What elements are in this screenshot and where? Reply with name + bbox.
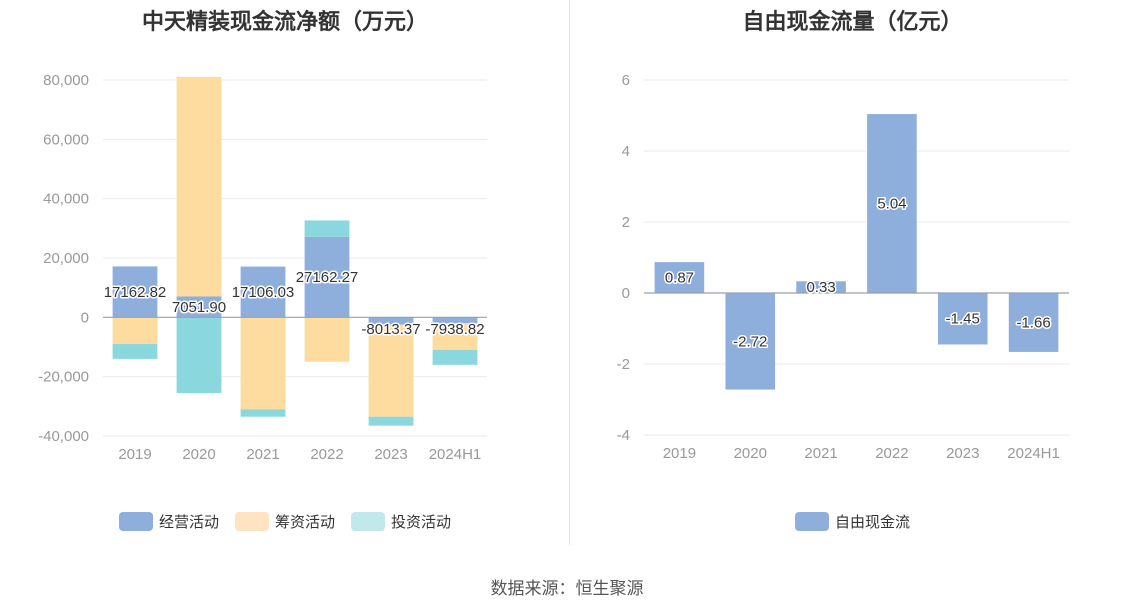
- data-source: 数据来源：恒生聚源: [490, 579, 644, 598]
- legend-label: 经营活动: [158, 514, 219, 531]
- left-chart-panel: 中天精装现金流净额（万元） 80,000 60,000 40,000 20,000 0 -…: [0, 0, 570, 545]
- data-label: -1.45: [946, 311, 980, 328]
- legend-label: 筹资活动: [274, 514, 335, 531]
- y-tick-label: -2: [617, 356, 630, 373]
- data-label: 27162.27: [296, 269, 359, 286]
- right-chart-panel: 自由现金流量（亿元） 6 4 2 0 -2 -4 2019 2020 2021 2022 2023 2…: [571, 0, 1134, 545]
- x-tick-label: 2021: [246, 446, 279, 463]
- x-tick-label: 2021: [804, 445, 837, 462]
- legend-label: 自由现金流: [834, 514, 910, 531]
- y-tick-label: -20,000: [38, 369, 89, 386]
- x-tick-label: 2019: [663, 445, 696, 462]
- legend-item-investing[interactable]: 投资活动: [351, 511, 451, 532]
- right-chart-title: 自由现金流量（亿元）: [742, 9, 963, 34]
- bar: [654, 262, 705, 293]
- bar: [796, 281, 846, 293]
- legend-swatch: [234, 512, 269, 531]
- data-label: -2.72: [733, 333, 767, 350]
- bar: [176, 317, 222, 393]
- x-tick-label: 2020: [182, 446, 215, 463]
- y-tick-label: -40,000: [38, 428, 89, 445]
- bar: [112, 344, 158, 359]
- x-tick-label: 2020: [734, 445, 767, 462]
- bar: [240, 266, 286, 318]
- left-chart-plot: 80,000 60,000 40,000 20,000 0 -20,000 -40,000 2…: [38, 72, 487, 463]
- legend-swatch: [118, 512, 153, 531]
- x-tick-label: 2022: [310, 446, 343, 463]
- bar: [867, 114, 917, 293]
- bar: [176, 296, 222, 318]
- panel-divider: [569, 0, 570, 545]
- bar: [1008, 293, 1059, 352]
- y-tick-label: 4: [622, 143, 630, 160]
- data-label: -1.66: [1016, 314, 1050, 331]
- bar: [304, 317, 350, 362]
- y-tick-label: 6: [622, 72, 630, 89]
- bar: [432, 323, 478, 350]
- legend-swatch: [794, 512, 829, 531]
- data-label: 7051.90: [172, 299, 226, 316]
- y-tick-label: 80,000: [43, 72, 89, 89]
- bar: [176, 76, 222, 297]
- data-label: 0.33: [806, 279, 835, 296]
- y-tick-label: -4: [617, 427, 630, 444]
- x-tick-label: 2019: [118, 446, 151, 463]
- bar: [368, 317, 414, 325]
- y-tick-label: 60,000: [43, 131, 89, 148]
- left-chart-title: 中天精装现金流净额（万元）: [141, 9, 428, 34]
- legend-label: 投资活动: [391, 514, 452, 531]
- data-label: -7938.82: [425, 321, 484, 338]
- legend-item-free-cash-flow[interactable]: 自由现金流: [794, 511, 910, 532]
- y-tick-label: 0: [622, 285, 630, 302]
- bar: [368, 324, 414, 417]
- legend-item-operating[interactable]: 经营活动: [118, 511, 219, 532]
- x-tick-label: 2022: [875, 445, 908, 462]
- bar: [368, 416, 414, 426]
- data-label: 17106.03: [232, 284, 295, 301]
- y-tick-label: 0: [81, 309, 89, 326]
- data-label: 17162.82: [104, 284, 167, 301]
- data-label: -8013.37: [361, 321, 420, 338]
- x-tick-label: 2023: [374, 446, 407, 463]
- right-chart-legend: 自由现金流: [571, 511, 1134, 532]
- legend-swatch: [351, 512, 385, 531]
- x-tick-label: 2024H1: [1007, 445, 1060, 462]
- bar: [304, 220, 350, 237]
- x-tick-label: 2023: [946, 445, 979, 462]
- y-tick-label: 2: [622, 214, 630, 231]
- bar: [112, 266, 158, 318]
- bar: [432, 317, 478, 324]
- data-label: 0.87: [665, 270, 694, 287]
- bar: [725, 293, 776, 390]
- left-chart-legend: 经营活动 筹资活动 投资活动: [0, 511, 570, 532]
- data-label: 5.04: [877, 196, 906, 213]
- bar: [240, 317, 286, 410]
- bar: [112, 317, 158, 345]
- legend-item-financing[interactable]: 筹资活动: [234, 511, 335, 532]
- right-chart-plot: 6 4 2 0 -2 -4 2019 2020 2021 2022 2023 2024H1 0.87 -2…: [617, 72, 1069, 462]
- y-tick-label: 40,000: [43, 191, 89, 208]
- bar: [304, 236, 350, 318]
- bar: [240, 409, 286, 417]
- bar: [937, 293, 988, 345]
- bar: [432, 349, 478, 365]
- x-tick-label: 2024H1: [429, 446, 482, 463]
- y-tick-label: 20,000: [43, 250, 89, 267]
